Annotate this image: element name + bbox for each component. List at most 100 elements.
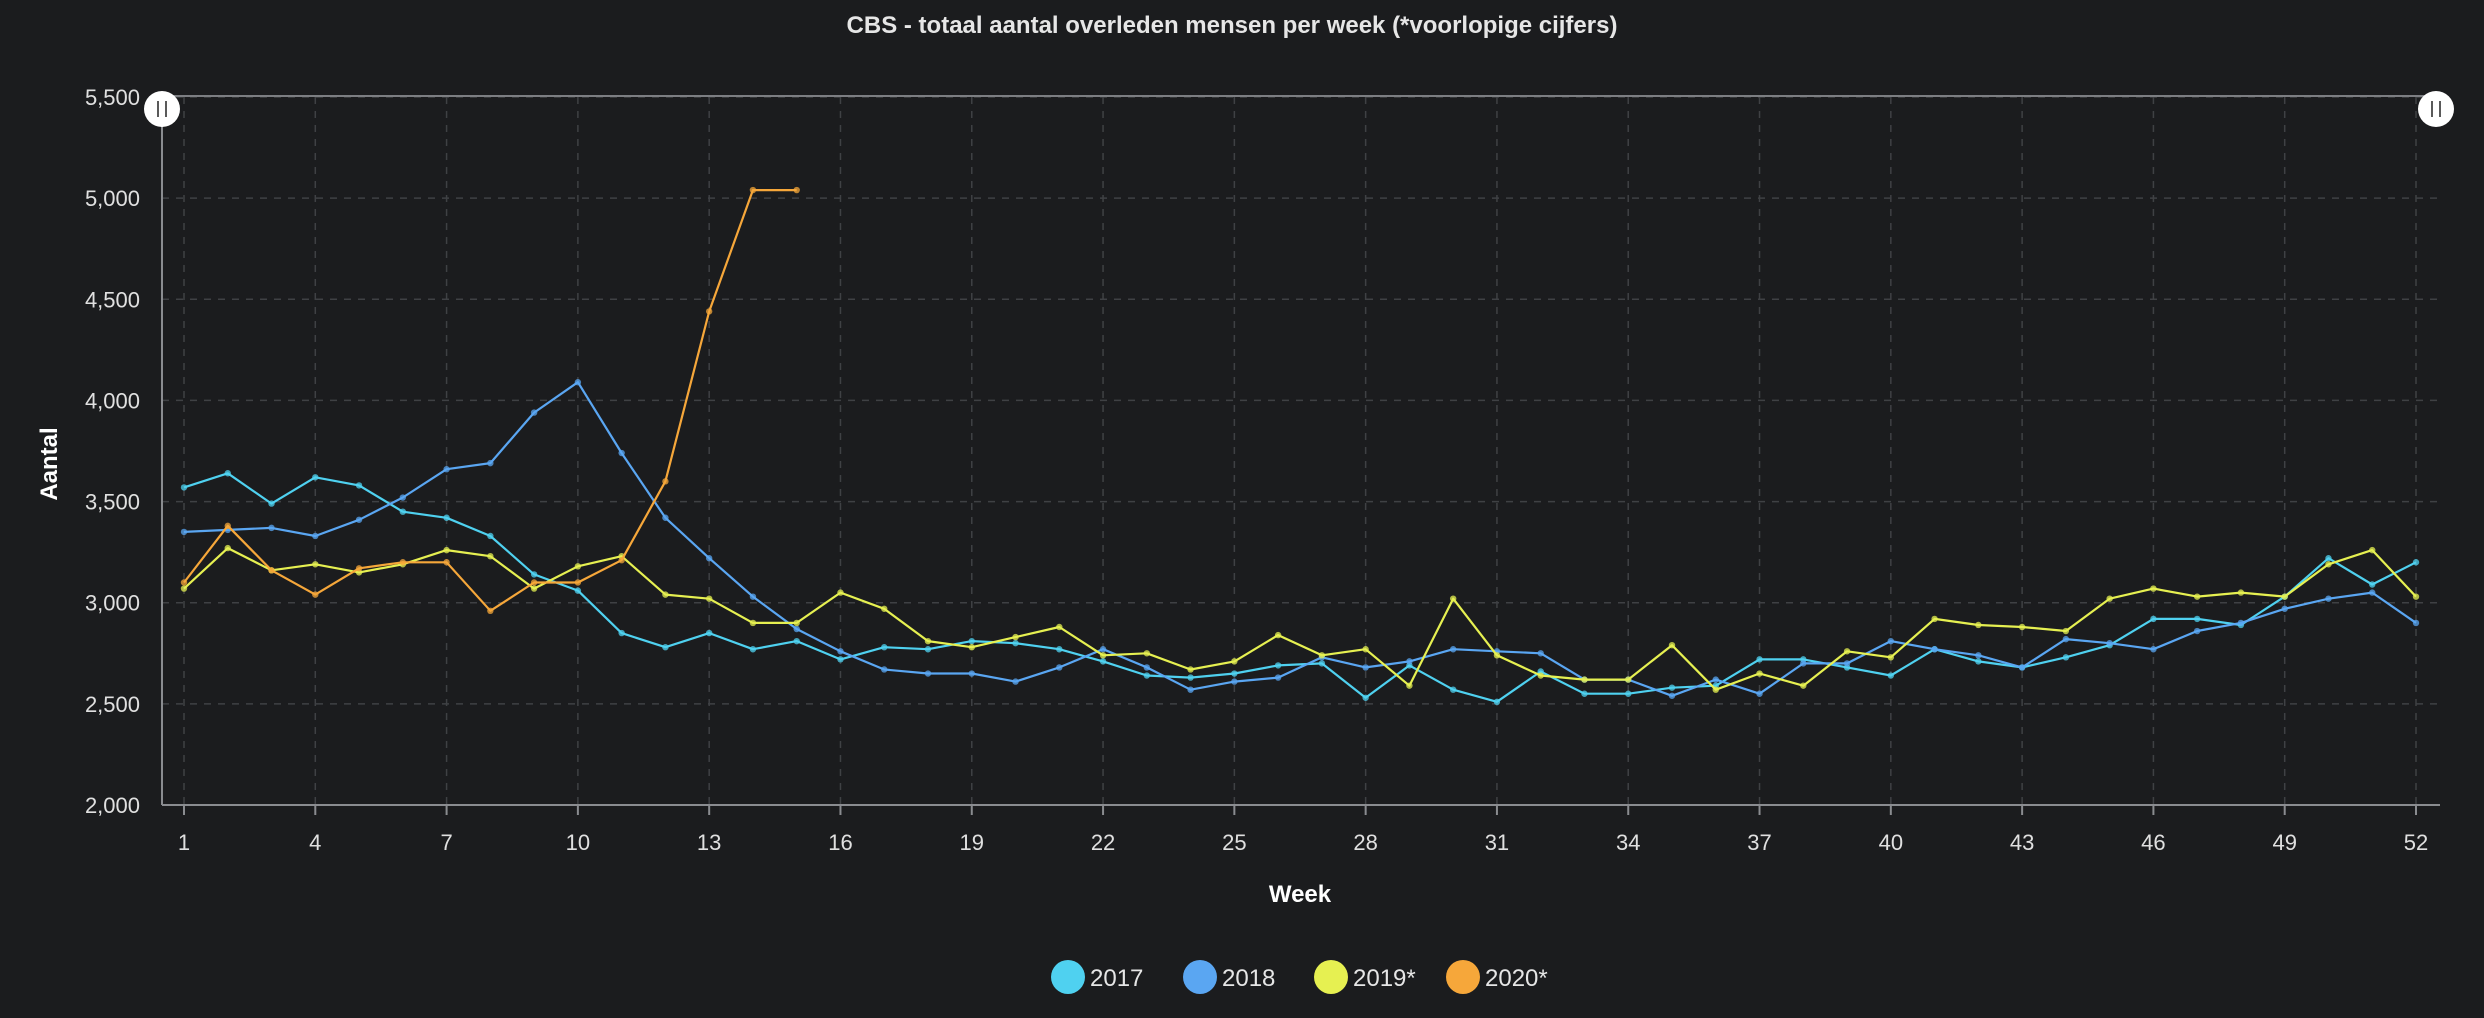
data-point[interactable] — [2412, 593, 2420, 600]
data-point[interactable] — [312, 532, 319, 540]
data-point[interactable] — [1362, 646, 1369, 653]
data-point[interactable] — [1099, 658, 1107, 665]
data-point[interactable] — [1843, 660, 1851, 667]
data-point[interactable] — [1143, 664, 1151, 671]
legend-item[interactable]: 2020* — [1446, 960, 1548, 994]
data-point[interactable] — [2062, 627, 2070, 635]
legend-item[interactable]: 2019* — [1314, 960, 1416, 994]
data-point[interactable] — [1187, 686, 1194, 693]
data-point[interactable] — [705, 629, 713, 637]
data-point[interactable] — [530, 409, 538, 416]
data-point[interactable] — [2325, 595, 2332, 602]
data-point[interactable] — [793, 637, 800, 645]
data-point[interactable] — [1099, 646, 1107, 653]
data-point[interactable] — [618, 629, 625, 637]
data-point[interactable] — [268, 567, 275, 574]
data-point[interactable] — [268, 524, 275, 532]
data-point[interactable] — [312, 474, 319, 481]
data-point[interactable] — [881, 666, 888, 673]
data-point[interactable] — [1362, 664, 1369, 671]
data-point[interactable] — [312, 591, 319, 598]
data-point[interactable] — [2412, 619, 2420, 627]
data-point[interactable] — [2062, 654, 2070, 661]
data-point[interactable] — [1056, 623, 1063, 631]
data-point[interactable] — [2193, 615, 2201, 623]
data-point[interactable] — [1668, 641, 1676, 649]
data-point[interactable] — [180, 585, 188, 592]
data-point[interactable] — [1668, 692, 1676, 699]
data-point[interactable] — [2150, 646, 2157, 653]
data-point[interactable] — [618, 557, 625, 564]
data-point[interactable] — [705, 555, 713, 562]
data-point[interactable] — [180, 579, 188, 586]
data-point[interactable] — [749, 619, 757, 627]
data-point[interactable] — [530, 579, 538, 586]
data-point[interactable] — [1187, 674, 1194, 681]
data-point[interactable] — [2018, 623, 2026, 631]
series-line[interactable] — [183, 546, 2417, 691]
range-navigator[interactable] — [144, 91, 2454, 127]
data-point[interactable] — [355, 565, 363, 572]
data-point[interactable] — [530, 571, 538, 578]
data-point[interactable] — [1843, 648, 1851, 655]
data-point[interactable] — [574, 587, 582, 594]
data-point[interactable] — [1756, 670, 1763, 677]
data-point[interactable] — [749, 593, 757, 600]
data-point[interactable] — [2106, 595, 2113, 602]
data-point[interactable] — [443, 514, 450, 521]
data-point[interactable] — [355, 482, 363, 489]
data-point[interactable] — [2237, 619, 2245, 627]
data-point[interactable] — [180, 528, 188, 536]
data-point[interactable] — [2369, 546, 2376, 554]
data-point[interactable] — [2281, 605, 2288, 612]
data-point[interactable] — [2150, 585, 2157, 592]
data-point[interactable] — [1012, 639, 1019, 647]
data-point[interactable] — [574, 379, 582, 386]
data-point[interactable] — [574, 563, 582, 570]
data-point[interactable] — [268, 500, 275, 507]
data-point[interactable] — [224, 522, 231, 530]
data-point[interactable] — [1449, 646, 1457, 653]
data-point[interactable] — [705, 308, 713, 315]
data-point[interactable] — [881, 605, 888, 612]
data-point[interactable] — [443, 559, 450, 566]
data-point[interactable] — [224, 544, 231, 552]
data-point[interactable] — [1449, 595, 1457, 602]
data-point[interactable] — [2193, 593, 2201, 600]
data-point[interactable] — [1931, 615, 1938, 623]
data-point[interactable] — [2281, 593, 2288, 600]
data-point[interactable] — [530, 585, 538, 592]
data-point[interactable] — [968, 637, 975, 645]
data-point[interactable] — [749, 646, 757, 653]
data-point[interactable] — [2237, 589, 2245, 596]
data-point[interactable] — [618, 449, 625, 457]
data-point[interactable] — [1887, 654, 1895, 661]
data-point[interactable] — [399, 508, 407, 515]
data-point[interactable] — [1012, 633, 1019, 641]
data-point[interactable] — [1143, 650, 1151, 657]
series-line[interactable] — [183, 381, 2417, 697]
data-point[interactable] — [2369, 581, 2376, 588]
data-point[interactable] — [1274, 631, 1282, 639]
data-point[interactable] — [1581, 690, 1588, 697]
data-point[interactable] — [1625, 690, 1632, 697]
data-point[interactable] — [1668, 684, 1676, 691]
data-point[interactable] — [968, 670, 975, 677]
data-point[interactable] — [1931, 646, 1938, 653]
data-point[interactable] — [399, 494, 407, 501]
data-point[interactable] — [224, 470, 231, 477]
data-point[interactable] — [355, 516, 363, 523]
data-point[interactable] — [2369, 589, 2376, 596]
data-point[interactable] — [662, 644, 669, 651]
legend-item[interactable]: 2018 — [1183, 960, 1275, 994]
data-point[interactable] — [443, 546, 450, 554]
data-point[interactable] — [1231, 658, 1238, 665]
data-point[interactable] — [1231, 678, 1238, 685]
data-point[interactable] — [1187, 666, 1194, 673]
data-point[interactable] — [1537, 672, 1544, 679]
data-point[interactable] — [312, 561, 319, 568]
data-point[interactable] — [443, 466, 450, 473]
data-point[interactable] — [662, 591, 669, 598]
data-point[interactable] — [837, 656, 844, 663]
data-point[interactable] — [1712, 686, 1719, 693]
